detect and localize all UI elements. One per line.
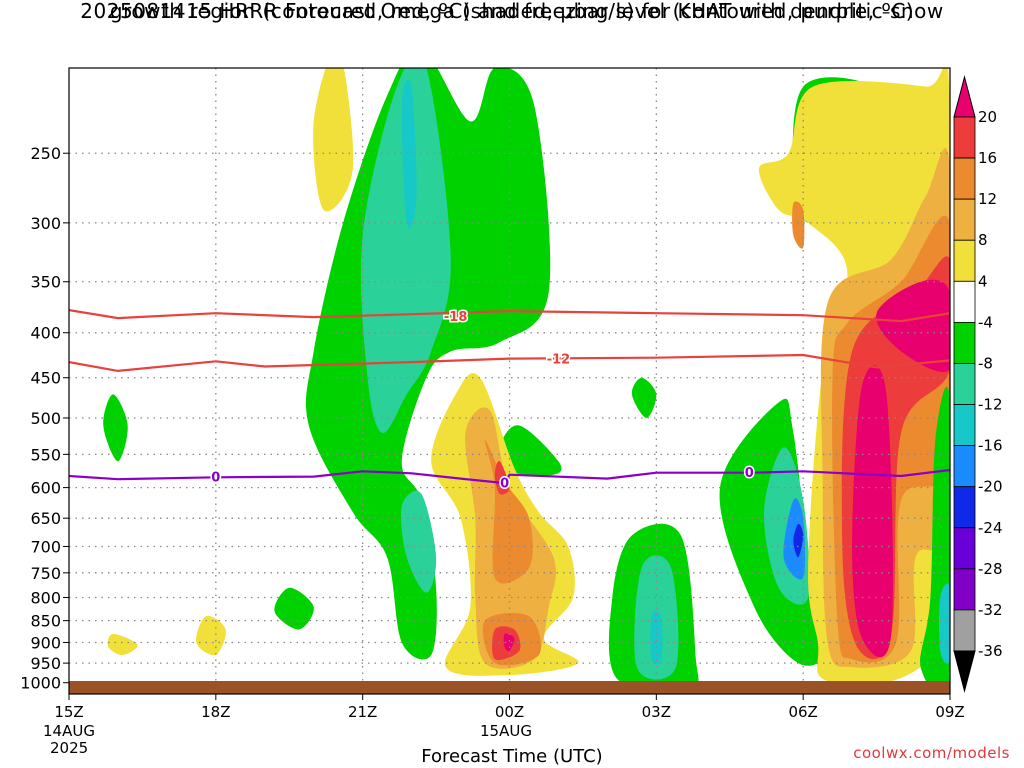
colorbar-label: -8 [978,354,993,372]
omega-region-3 [400,490,437,593]
y-tick-label: 650 [30,509,61,528]
contour-label: -18 [444,310,468,325]
colorbar-label: -36 [978,642,1003,660]
x-tick-label: 06Z [788,703,817,721]
x-axis-label: Forecast Time (UTC) [421,746,603,767]
x-tick-label: 09Z [935,703,964,721]
colorbar-bin [953,280,976,323]
colorbar-label: 16 [978,149,997,167]
colorbar-label: -16 [978,437,1003,455]
colorbar-bin [953,527,976,570]
time-axis: 15Z 18Z 21Z 00Z 03Z 06Z 09Z [54,694,965,721]
omega-region-6 [103,394,128,462]
y-tick-label: 950 [30,654,61,673]
omega-region-35 [939,583,950,664]
colorbar-label: 4 [978,272,988,290]
ground-bar [69,681,950,694]
colorbar-min-arrow [953,650,976,693]
y-tick-label: 700 [30,537,61,556]
colorbar-bin [953,486,976,529]
omega-region-14 [793,523,804,558]
colorbar-bin [953,198,976,241]
contour-line-0 [69,309,950,323]
y-tick-label: 750 [30,564,61,583]
temperature-contours: -18 -12 0 0 0 [69,309,950,493]
colorbar-bin [953,239,976,282]
colorbar-label: -32 [978,601,1003,619]
omega-region-19 [196,615,226,656]
colorbar-label: 12 [978,190,997,208]
colorbar: -36 -32 -28 -24 -20 -16 -12 -8 -4 4 8 12 16 20 [953,75,1003,693]
omega-region-18 [107,633,138,656]
colorbar-bin [953,445,976,488]
contour-label: -12 [547,353,571,368]
y-tick-label: 850 [30,612,61,631]
omega-region-1 [360,68,451,433]
colorbar-bin [953,404,976,447]
colorbar-bin [953,321,976,364]
colorbar-label: -24 [978,519,1003,537]
x-tick-label: 03Z [642,703,671,721]
contour-label: 0 [500,476,509,491]
omega-region-7 [274,587,314,630]
colorbar-label: -20 [978,478,1003,496]
omega-region-2 [401,79,417,229]
colorbar-label: -12 [978,396,1003,414]
contour-label: 0 [211,471,220,486]
contour-line-2 [69,468,950,485]
start-year-label: 2025 [50,739,89,757]
colorbar-bin [953,116,976,159]
y-tick-label: 1000 [20,674,61,693]
contour-line-1 [69,353,950,373]
colorbar-label: -4 [978,313,993,331]
colorbar-bin [953,609,976,652]
y-tick-label: 250 [30,144,61,163]
y-tick-label: 400 [30,324,61,343]
colorbar-bin [953,157,976,200]
omega-region-32 [876,279,950,372]
colorbar-label: 20 [978,108,997,126]
omega-region-5 [631,377,657,418]
mid-day-label: 15AUG [480,722,532,740]
omega-region-4 [499,425,562,476]
x-tick-label: 18Z [201,703,230,721]
y-tick-label: 500 [30,409,61,428]
pressure-axis: 250 300 350 400 450 500 550 600 650 700 750 800 850 9… [20,144,69,693]
omega-region-33 [792,201,805,249]
omega-shading [103,68,950,694]
colorbar-bin [953,363,976,405]
chart-title-line-1: 2025081415 HRRR Forecast Omega (shaded, … [80,0,944,23]
grid-lines [69,68,950,694]
colorbar-max-arrow [953,75,976,118]
colorbar-label: -28 [978,560,1003,578]
omega-region-26 [494,460,510,495]
chart-title-line-2: growth region (contoured, red, ºC) and f… [109,0,915,23]
credit-link[interactable]: coolwx.com/models [853,744,1010,762]
omega-region-25 [503,633,515,652]
y-tick-label: 300 [30,214,61,233]
y-tick-label: 600 [30,479,61,498]
contour-label: 0 [745,466,754,481]
colorbar-bin [953,568,976,611]
y-tick-label: 550 [30,445,61,464]
start-day-label: 14AUG [43,722,95,740]
omega-region-17 [313,68,354,212]
x-tick-label: 21Z [348,703,377,721]
y-tick-label: 900 [30,633,61,652]
omega-region-10 [650,610,663,665]
colorbar-label: 8 [978,231,988,249]
y-tick-label: 800 [30,588,61,607]
y-tick-label: 450 [30,369,61,388]
x-tick-label: 00Z [495,703,524,721]
omega-region-31 [852,365,893,658]
x-tick-label: 15Z [54,703,83,721]
y-tick-label: 350 [30,273,61,292]
